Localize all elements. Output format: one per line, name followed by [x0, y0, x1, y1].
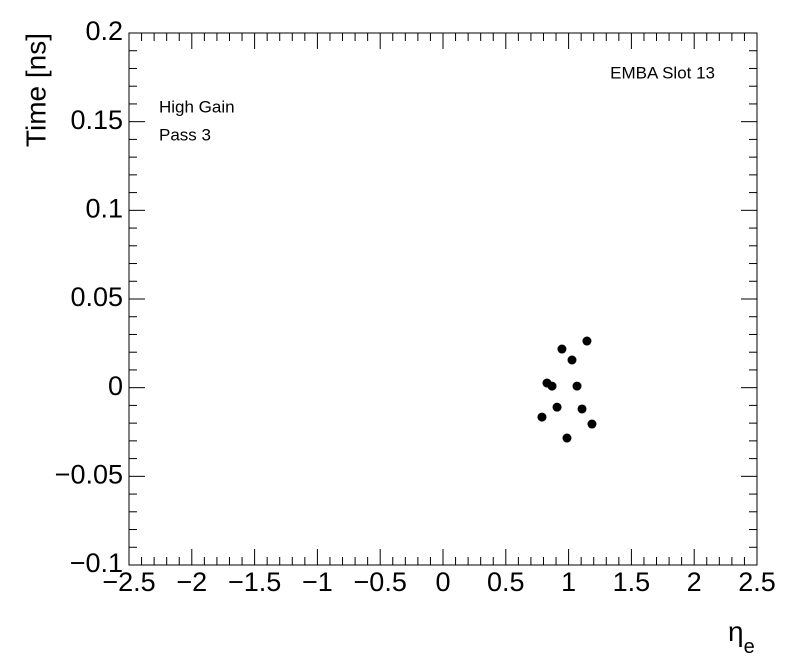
- y-tick-label: 0.15: [70, 105, 123, 135]
- x-tick-label: 0: [435, 567, 450, 597]
- x-axis-title: ηe: [728, 616, 755, 658]
- x-tick-label: 1: [561, 567, 576, 597]
- y-tick-label: 0.05: [70, 282, 123, 312]
- x-tick-label: 0.5: [487, 567, 525, 597]
- x-tick-label: −1.5: [228, 567, 281, 597]
- point: [562, 433, 572, 443]
- x-tick-label: 2: [687, 567, 702, 597]
- y-tick-label: 0: [108, 371, 123, 401]
- x-tick-label: 2.5: [738, 567, 776, 597]
- point: [547, 381, 557, 391]
- annotation: High Gain: [159, 97, 235, 116]
- point: [552, 402, 562, 412]
- point: [582, 336, 592, 346]
- y-tick-label: −0.05: [55, 459, 123, 489]
- point: [587, 419, 597, 429]
- x-tick-label: −0.5: [354, 567, 407, 597]
- annotation: Pass 3: [159, 125, 211, 144]
- y-axis-title: Time [ns]: [20, 33, 51, 147]
- point: [557, 344, 567, 354]
- x-tick-label: −2.5: [102, 567, 155, 597]
- y-tick-label: 0.2: [85, 16, 123, 46]
- x-axis-subscript: e: [744, 636, 755, 658]
- y-tick-label: −0.1: [70, 548, 123, 578]
- point: [572, 381, 582, 391]
- x-tick-label: −1: [302, 567, 333, 597]
- x-tick-label: −2: [176, 567, 207, 597]
- x-tick-label: 1.5: [613, 567, 651, 597]
- annotation: EMBA Slot 13: [610, 63, 715, 82]
- y-tick-label: 0.1: [85, 193, 123, 223]
- point: [537, 412, 547, 422]
- point: [567, 355, 577, 365]
- point: [577, 404, 587, 414]
- x-axis-symbol: η: [728, 616, 744, 647]
